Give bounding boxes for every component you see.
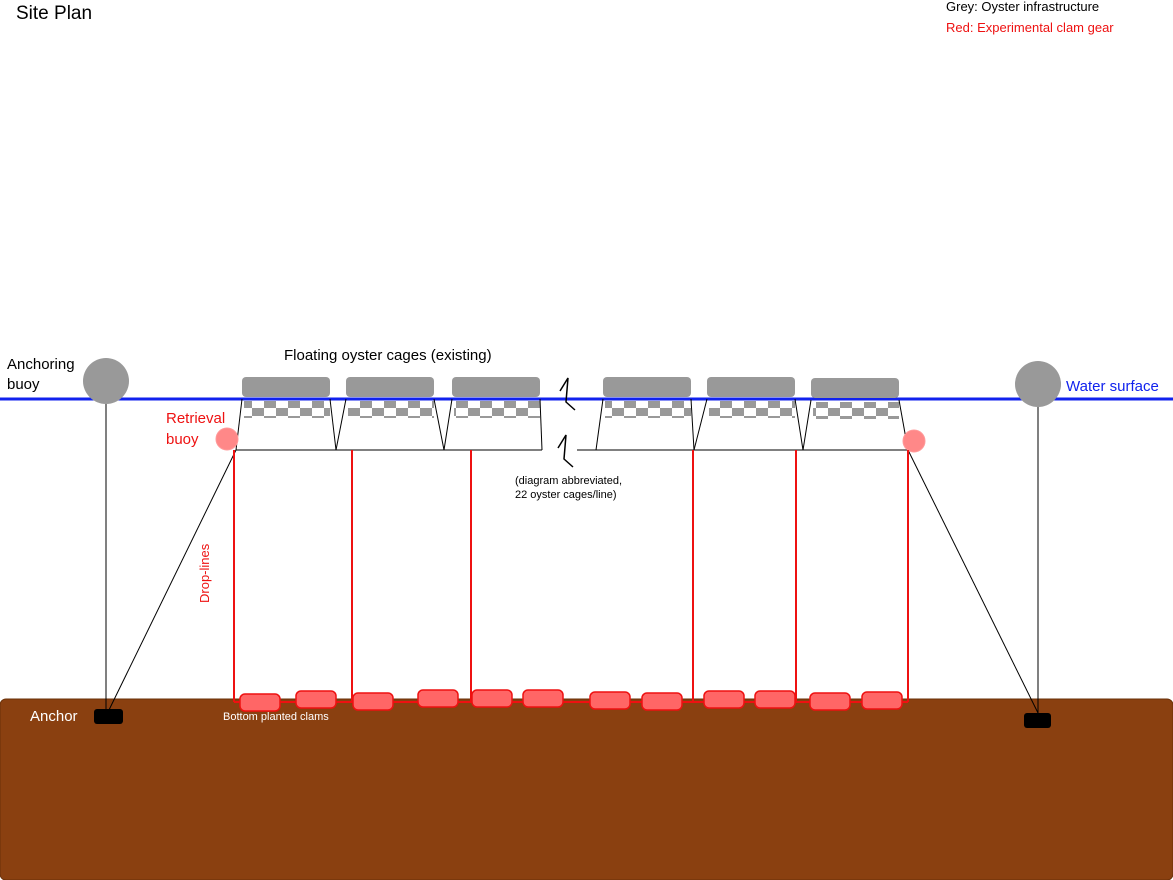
clam-bag: [861, 691, 903, 710]
label-anchor: Anchor: [30, 708, 78, 725]
label-anchoring-buoy-line2: buoy: [7, 376, 40, 393]
label-anchoring-buoy-line1: Anchoring: [7, 356, 75, 373]
anchoring-buoy-right: [1015, 361, 1061, 407]
label-retrieval-buoy: Retrieval buoy: [166, 408, 225, 450]
clam-bag: [295, 690, 337, 709]
legend-red: Red: Experimental clam gear: [946, 20, 1114, 35]
label-retrieval-buoy-line2: buoy: [166, 431, 199, 448]
oyster-cage: [443, 377, 543, 451]
label-abbreviated-line1: (diagram abbreviated,: [515, 475, 623, 487]
label-water-surface: Water surface: [1066, 378, 1159, 395]
oyster-cage: [802, 378, 909, 451]
clam-bag: [641, 692, 683, 711]
label-abbreviated-line2: 22 oyster cages/line): [515, 489, 617, 501]
seabed: [0, 698, 1173, 880]
break-mark-top: [559, 377, 576, 411]
oyster-cage: [235, 377, 337, 451]
oyster-cage: [693, 377, 804, 451]
label-drop-lines: Drop-lines: [197, 543, 212, 603]
anchor-right: [1024, 713, 1051, 728]
retrieval-buoy-right: [902, 429, 926, 453]
clam-bag: [589, 691, 631, 710]
label-abbreviated-note: (diagram abbreviated, 22 oyster cages/li…: [515, 474, 622, 502]
clam-bag: [522, 689, 564, 708]
diagonal-line-left: [107, 449, 237, 713]
clam-bags: [239, 689, 903, 712]
diagonal-line-right: [907, 449, 1041, 718]
label-bottom-clams: Bottom planted clams: [223, 711, 329, 723]
clam-bag: [471, 689, 513, 708]
oyster-cage: [335, 377, 445, 451]
page-title: Site Plan: [16, 3, 93, 24]
anchoring-buoy-left: [83, 358, 129, 404]
clam-bag: [239, 693, 281, 712]
legend-grey: Grey: Oyster infrastructure: [946, 0, 1100, 14]
label-retrieval-buoy-line1: Retrieval: [166, 410, 226, 427]
oyster-cage: [595, 377, 695, 451]
clam-bag: [703, 690, 745, 709]
clam-bag: [754, 690, 796, 709]
anchor-left: [94, 709, 123, 724]
label-floating-cages: Floating oyster cages (existing): [284, 347, 492, 364]
retrieval-buoy-left: [215, 427, 239, 451]
label-anchoring-buoy: Anchoring buoy: [7, 355, 75, 395]
clam-bag: [352, 692, 394, 711]
clam-bag: [417, 689, 459, 708]
clam-bag: [809, 692, 851, 711]
break-mark-bottom: [557, 434, 574, 468]
